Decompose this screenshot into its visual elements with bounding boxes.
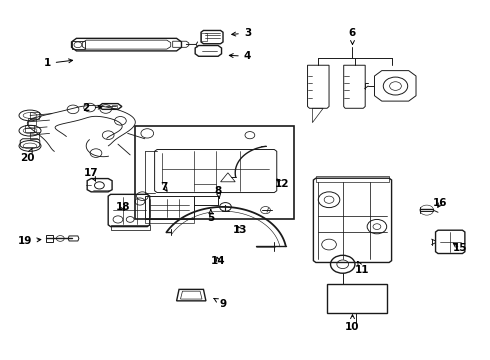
Text: 18: 18 (116, 202, 130, 212)
Text: 20: 20 (20, 148, 35, 163)
Text: 2: 2 (83, 103, 102, 113)
Text: 14: 14 (211, 256, 225, 266)
Text: 11: 11 (355, 261, 369, 275)
Text: 13: 13 (233, 225, 247, 235)
Text: 12: 12 (274, 179, 289, 189)
Text: 3: 3 (232, 28, 251, 38)
Text: 4: 4 (229, 51, 251, 61)
Text: 10: 10 (345, 315, 360, 332)
Text: 8: 8 (215, 186, 222, 198)
Text: 15: 15 (453, 243, 467, 253)
Text: 7: 7 (161, 182, 168, 192)
Text: 5: 5 (207, 210, 215, 222)
Text: 16: 16 (433, 198, 448, 208)
Text: 19: 19 (18, 236, 41, 246)
Text: 9: 9 (214, 298, 226, 309)
Text: 1: 1 (44, 58, 73, 68)
Text: 6: 6 (349, 28, 356, 44)
Text: 17: 17 (84, 168, 98, 181)
